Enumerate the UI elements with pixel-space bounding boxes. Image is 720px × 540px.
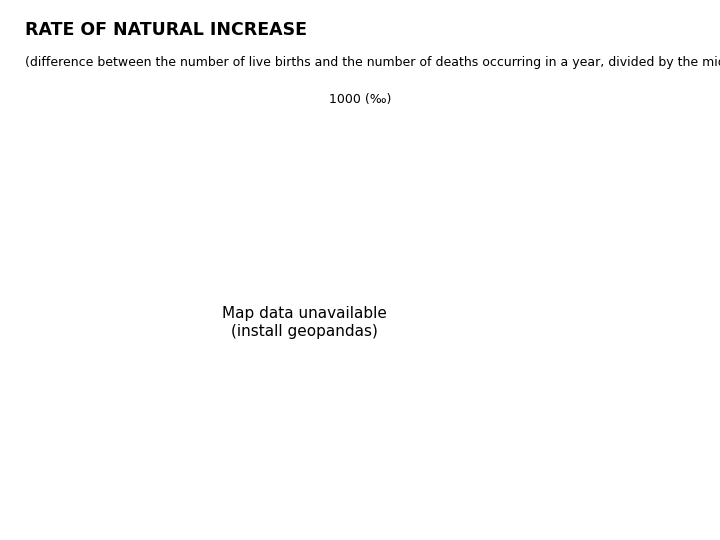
- Text: RATE OF NATURAL INCREASE: RATE OF NATURAL INCREASE: [25, 21, 307, 39]
- Text: Map data unavailable
(install geopandas): Map data unavailable (install geopandas): [222, 307, 387, 339]
- Text: 1000 (‰): 1000 (‰): [329, 93, 391, 106]
- Text: (difference between the number of live births and the number of deaths occurring: (difference between the number of live b…: [25, 56, 720, 69]
